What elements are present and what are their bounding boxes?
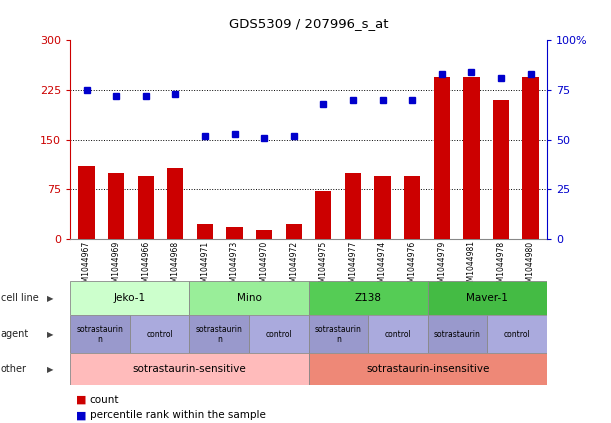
Bar [488, 315, 547, 353]
Text: Jeko-1: Jeko-1 [114, 293, 146, 303]
Bar [130, 315, 189, 353]
Text: agent: agent [1, 329, 29, 339]
Text: Mino: Mino [236, 293, 262, 303]
Text: other: other [1, 364, 27, 374]
Bar [428, 281, 547, 315]
Text: sotrastaurin: sotrastaurin [434, 330, 481, 339]
Text: control: control [265, 330, 292, 339]
Bar [428, 315, 488, 353]
Bar [309, 353, 547, 385]
Text: ■: ■ [76, 395, 87, 405]
Bar [108, 173, 124, 239]
Text: control: control [503, 330, 530, 339]
Bar [285, 225, 302, 239]
Bar [197, 225, 213, 239]
Text: count: count [90, 395, 119, 405]
Bar [189, 281, 309, 315]
Text: ▶: ▶ [47, 294, 54, 303]
Text: ■: ■ [76, 410, 87, 420]
Bar [404, 176, 420, 239]
Bar [493, 100, 509, 239]
Bar [309, 315, 368, 353]
Text: GDS5309 / 207996_s_at: GDS5309 / 207996_s_at [229, 17, 389, 30]
Bar [375, 176, 390, 239]
Bar [368, 315, 428, 353]
Text: Z138: Z138 [354, 293, 382, 303]
Bar [345, 173, 361, 239]
Bar [189, 315, 249, 353]
Bar [70, 315, 130, 353]
Bar [70, 353, 309, 385]
Text: ▶: ▶ [47, 365, 54, 374]
Text: sotrastaurin-sensitive: sotrastaurin-sensitive [133, 364, 246, 374]
Text: percentile rank within the sample: percentile rank within the sample [90, 410, 266, 420]
Bar [137, 176, 154, 239]
Text: sotrastaurin
n: sotrastaurin n [76, 325, 123, 343]
Text: control: control [146, 330, 173, 339]
Text: sotrastaurin
n: sotrastaurin n [196, 325, 243, 343]
Text: Maver-1: Maver-1 [466, 293, 508, 303]
Text: ▶: ▶ [47, 330, 54, 339]
Bar [309, 281, 428, 315]
Text: control: control [384, 330, 411, 339]
Bar [78, 166, 95, 239]
Bar [434, 77, 450, 239]
Bar [70, 281, 189, 315]
Text: sotrastaurin
n: sotrastaurin n [315, 325, 362, 343]
Text: sotrastaurin-insensitive: sotrastaurin-insensitive [366, 364, 489, 374]
Bar [315, 191, 332, 239]
Bar [249, 315, 309, 353]
Bar [167, 168, 183, 239]
Bar [463, 77, 480, 239]
Text: cell line: cell line [1, 293, 38, 303]
Bar [522, 77, 539, 239]
Bar [227, 227, 243, 239]
Bar [256, 230, 273, 239]
